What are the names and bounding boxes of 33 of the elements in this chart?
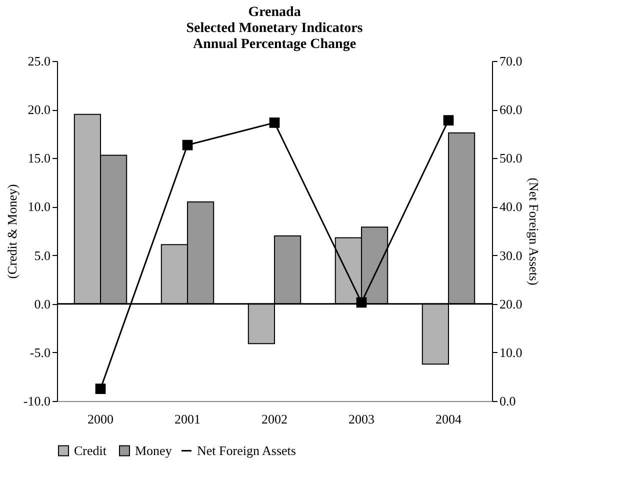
x-tick-label: 2000 bbox=[88, 412, 114, 426]
y2-axis-title: (Net Foreign Assets) bbox=[526, 178, 542, 286]
y2-tick-label: 70.0 bbox=[500, 54, 522, 68]
point bbox=[182, 140, 193, 150]
x-tick-label: 2003 bbox=[348, 412, 374, 426]
y2-tick-label: 10.0 bbox=[500, 344, 522, 360]
y2-tick-label: 40.0 bbox=[500, 199, 522, 214]
point bbox=[356, 297, 367, 308]
y-tick-label: 20.0 bbox=[28, 102, 50, 118]
chart-subtitle: Selected Monetary Indicators Annual Percentage Change bbox=[186, 21, 364, 52]
legend-label: Money bbox=[135, 442, 172, 458]
y-tick-label: -5.0 bbox=[30, 344, 50, 360]
y2-tick-label: 20.0 bbox=[500, 296, 522, 312]
y-tick-label: -10.0 bbox=[23, 394, 50, 408]
y-tick-label: 0.0 bbox=[34, 296, 50, 312]
y-tick-label: 5.0 bbox=[34, 248, 50, 263]
y-tick-label: 10.0 bbox=[28, 199, 50, 214]
legend-label: Credit bbox=[74, 442, 107, 458]
x-tick-label: 2002 bbox=[262, 412, 288, 426]
chart-title: Grenada bbox=[248, 5, 301, 20]
x-tick-label: 2004 bbox=[436, 412, 462, 426]
legend-label: Net Foreign Assets bbox=[197, 442, 296, 458]
y2-tick-label: 50.0 bbox=[500, 150, 522, 166]
x-tick-label: 2001 bbox=[174, 412, 200, 426]
y2-tick-label: 30.0 bbox=[500, 248, 522, 263]
y-axis-title: (Credit & Money) bbox=[4, 184, 20, 279]
y-tick-label: 15.0 bbox=[28, 150, 50, 166]
y2-tick-label: 0.0 bbox=[500, 394, 516, 408]
point bbox=[269, 118, 280, 128]
point bbox=[443, 115, 454, 126]
point bbox=[95, 384, 106, 394]
y2-tick-label: 60.0 bbox=[500, 102, 522, 118]
y-tick-label: 25.0 bbox=[28, 54, 50, 68]
